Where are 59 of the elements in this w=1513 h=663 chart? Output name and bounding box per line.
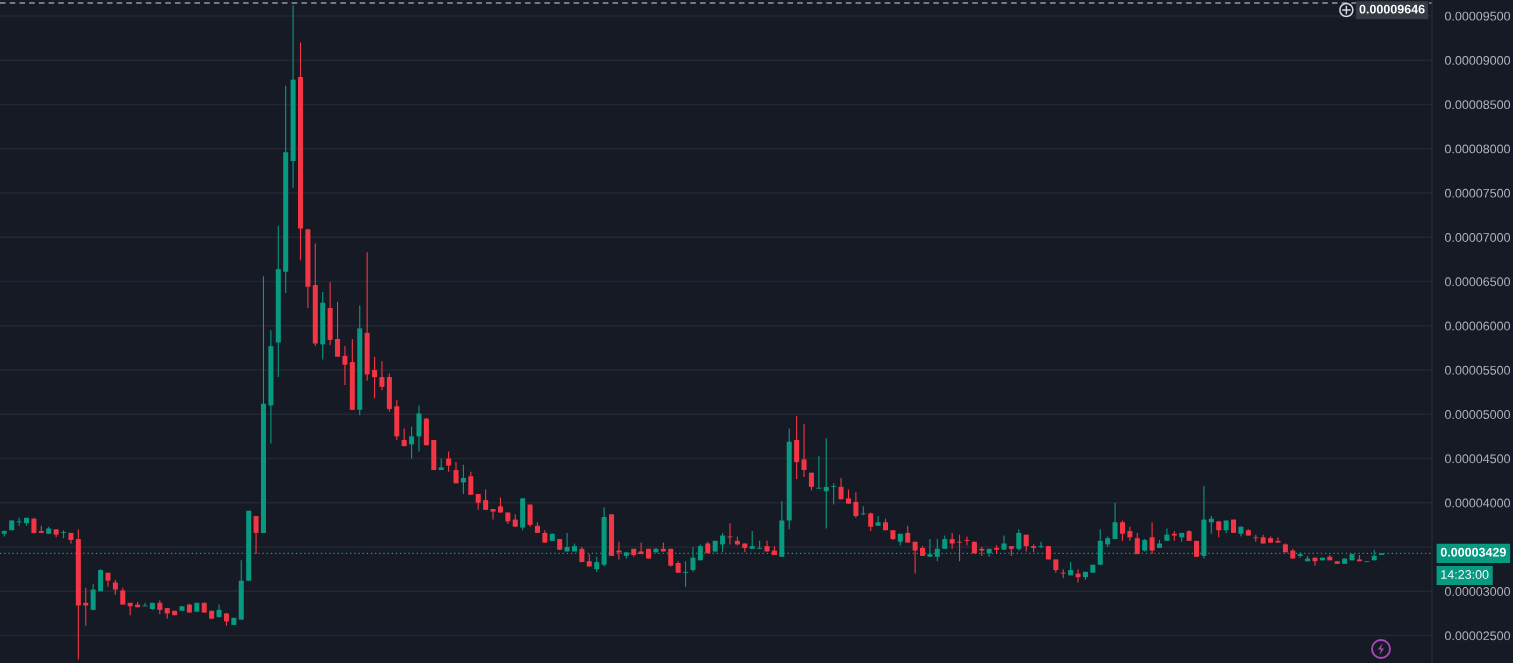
y-tick-label: 0.00005500 [1444,365,1511,375]
candlestick [1119,519,1125,542]
y-tick-label: 0.00006500 [1444,277,1511,287]
candlestick [927,538,933,558]
candlestick [801,423,807,478]
candlestick [483,488,489,511]
candlestick [912,541,918,575]
y-tick-label: 0.00007500 [1444,188,1511,198]
y-tick-label: 0.00007000 [1444,233,1511,242]
candlestick [1164,527,1170,542]
y-tick-label: 0.00004500 [1444,454,1511,464]
candlestick [727,522,733,545]
candlestick [16,517,22,527]
candlestick [831,482,837,506]
candlestick [142,602,148,607]
candlestick [949,532,955,550]
candlestick [1312,557,1318,567]
candlestick [690,546,696,573]
candlestick [853,491,859,519]
candlestick [1001,534,1007,551]
y-tick-label: 0.00003000 [1444,587,1511,596]
candlestick [823,437,829,530]
candlestick [1016,528,1022,552]
y-tick-label: 0.00004000 [1444,498,1511,508]
candlestick [564,532,570,553]
candlestick [342,345,348,386]
candlestick [794,415,800,480]
candlestick [335,301,341,358]
candlestick [409,426,415,460]
y-tick-label: 0.00009000 [1444,55,1511,65]
candlestick [1038,541,1044,549]
candlestick [468,471,474,496]
candlestick [816,455,822,490]
y-tick-label: 0.00006000 [1444,321,1511,331]
candlestick [416,404,422,452]
candlestick [372,356,378,399]
ref-line-label: 0.00009646 [1359,4,1425,14]
y-tick-label: 0.00002500 [1444,631,1511,641]
y-tick-label: 0.00008500 [1444,100,1511,110]
candlestick [1127,526,1133,542]
candlestick [964,535,970,546]
candlestick [638,542,644,555]
candlestick [446,450,452,473]
candlestick [683,560,689,588]
ref-line-label: 0.00003429 [1440,547,1506,557]
candlestick [90,583,96,611]
candlestick [1112,502,1118,540]
y-tick-label: 0.00005000 [1444,410,1511,419]
candlestick [957,534,963,562]
candlestick [490,508,496,521]
candlestick [1149,521,1155,555]
candlestick [460,464,466,495]
candlestick [875,515,881,527]
text: 14:23:00 [1441,570,1489,579]
candlestick [1275,536,1281,544]
y-tick-label: 0.00009500 [1444,11,1511,21]
y-tick-label: 0.00008000 [1444,144,1511,154]
candlestick [379,360,385,391]
candlestick [253,515,259,555]
